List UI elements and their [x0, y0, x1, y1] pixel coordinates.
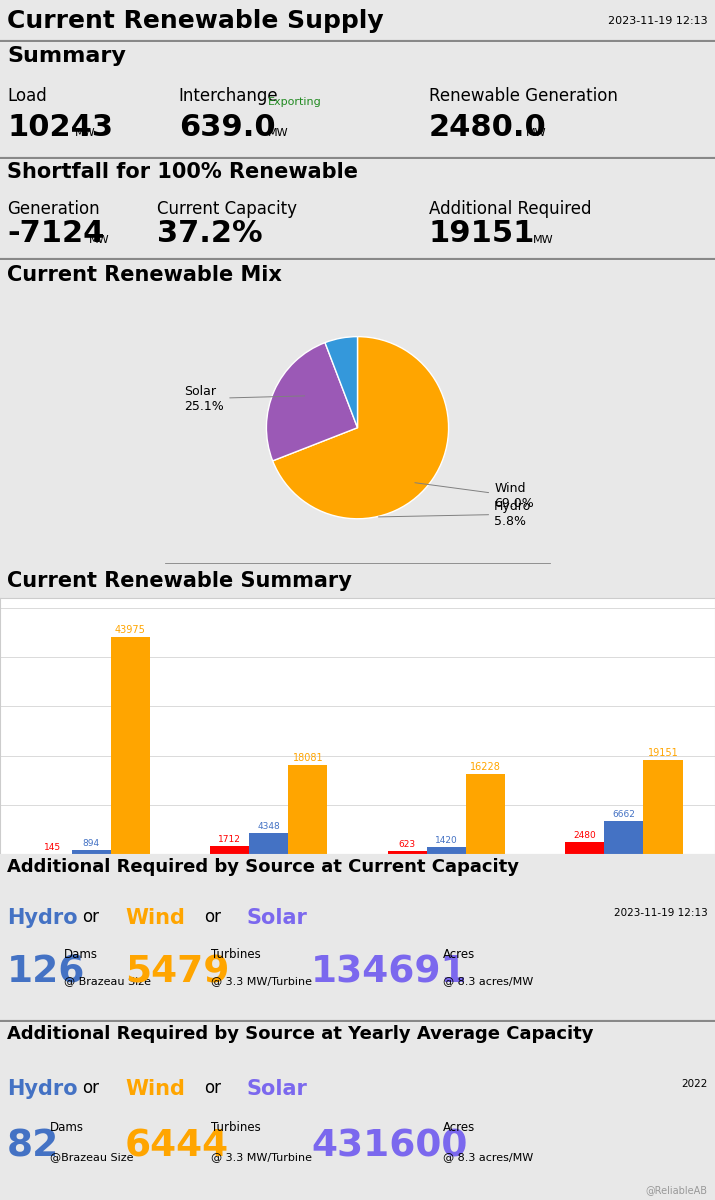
Text: Hydro: Hydro: [7, 908, 78, 928]
Text: or: or: [82, 908, 99, 926]
Text: 43975: 43975: [114, 625, 146, 635]
Text: @ 3.3 MW/Turbine: @ 3.3 MW/Turbine: [211, 977, 312, 986]
Text: or: or: [204, 908, 221, 926]
Text: 134691: 134691: [311, 955, 468, 991]
Text: 5479: 5479: [125, 955, 230, 991]
Text: Current Capacity: Current Capacity: [157, 199, 297, 217]
Text: 623: 623: [399, 840, 416, 850]
Wedge shape: [272, 337, 448, 518]
Text: 82: 82: [7, 1129, 59, 1165]
Text: 639.0: 639.0: [179, 113, 275, 142]
Text: @ Brazeau Size: @ Brazeau Size: [64, 977, 152, 986]
Bar: [249, 833, 288, 854]
Text: 2480: 2480: [573, 832, 596, 840]
Text: 2022: 2022: [681, 1079, 708, 1088]
Text: Current Renewable Supply: Current Renewable Supply: [7, 10, 384, 34]
Text: MW: MW: [268, 128, 289, 138]
Text: 4348: 4348: [257, 822, 280, 830]
Text: Load: Load: [7, 86, 47, 104]
Text: Dams: Dams: [64, 948, 99, 961]
Wedge shape: [267, 343, 358, 461]
Bar: [288, 766, 327, 854]
Text: 2023-11-19 12:13: 2023-11-19 12:13: [614, 908, 708, 918]
Text: Wind: Wind: [125, 908, 185, 928]
Text: MW: MW: [533, 235, 553, 245]
Text: Wind
69.0%: Wind 69.0%: [415, 482, 534, 510]
Text: Additional Required: Additional Required: [429, 199, 591, 217]
Text: 1712: 1712: [218, 835, 241, 844]
Text: Solar
25.1%: Solar 25.1%: [184, 384, 305, 413]
Text: 6444: 6444: [125, 1129, 230, 1165]
Text: Renewable Generation: Renewable Generation: [429, 86, 618, 104]
Text: @Brazeau Size: @Brazeau Size: [50, 1152, 134, 1162]
Bar: [604, 822, 644, 854]
Text: Interchange: Interchange: [179, 86, 278, 104]
Text: Summary: Summary: [7, 46, 126, 66]
Text: 431600: 431600: [311, 1129, 468, 1165]
Text: or: or: [82, 1079, 99, 1097]
Bar: [427, 847, 466, 854]
Text: MW: MW: [75, 128, 96, 138]
Text: 894: 894: [82, 839, 99, 848]
Text: MW: MW: [89, 235, 110, 245]
Text: MW: MW: [526, 128, 546, 138]
Text: Acres: Acres: [443, 1122, 475, 1134]
Text: Solar: Solar: [247, 908, 307, 928]
Text: 126: 126: [7, 955, 86, 991]
Text: Solar: Solar: [247, 1079, 307, 1099]
Bar: [111, 637, 149, 854]
Text: @ 8.3 acres/MW: @ 8.3 acres/MW: [443, 977, 533, 986]
Text: -7124: -7124: [7, 218, 104, 248]
Text: Current Renewable Mix: Current Renewable Mix: [7, 265, 282, 286]
Wedge shape: [325, 337, 358, 427]
Text: Shortfall for 100% Renewable: Shortfall for 100% Renewable: [7, 162, 358, 182]
Text: Current Renewable Summary: Current Renewable Summary: [7, 571, 352, 592]
Text: @ 3.3 MW/Turbine: @ 3.3 MW/Turbine: [211, 1152, 312, 1162]
Text: 2023-11-19 12:13: 2023-11-19 12:13: [608, 16, 708, 26]
Text: 2480.0: 2480.0: [429, 113, 547, 142]
Text: 16228: 16228: [470, 762, 500, 773]
Text: @ReliableAB: @ReliableAB: [646, 1184, 708, 1195]
Text: 145: 145: [44, 842, 61, 852]
Legend: Current Generation, Name Plate Capacity, Additional Required: Current Generation, Name Plate Capacity,…: [132, 887, 583, 906]
Bar: [566, 842, 604, 854]
Text: Acres: Acres: [443, 948, 475, 961]
Text: Wind: Wind: [125, 1079, 185, 1099]
Text: Exporting: Exporting: [268, 97, 322, 107]
Bar: [72, 850, 111, 854]
Text: Turbines: Turbines: [211, 948, 261, 961]
Bar: [210, 846, 249, 854]
Text: 19151: 19151: [648, 748, 679, 758]
Text: Generation: Generation: [7, 199, 100, 217]
Text: @ 8.3 acres/MW: @ 8.3 acres/MW: [443, 1152, 533, 1162]
Text: Dams: Dams: [50, 1122, 84, 1134]
Text: 37.2%: 37.2%: [157, 218, 263, 248]
Text: 6662: 6662: [613, 810, 636, 820]
Bar: [644, 760, 683, 854]
Text: Additional Required by Source at Current Capacity: Additional Required by Source at Current…: [7, 858, 519, 876]
Bar: [388, 851, 427, 854]
Text: 18081: 18081: [292, 754, 323, 763]
Text: Hydro: Hydro: [7, 1079, 78, 1099]
Text: Turbines: Turbines: [211, 1122, 261, 1134]
Text: 10243: 10243: [7, 113, 113, 142]
Text: 1420: 1420: [435, 836, 458, 845]
Bar: [466, 774, 505, 854]
Text: 19151: 19151: [429, 218, 536, 248]
Text: Additional Required by Source at Yearly Average Capacity: Additional Required by Source at Yearly …: [7, 1025, 593, 1043]
Text: Hydro
5.8%: Hydro 5.8%: [378, 500, 531, 528]
Text: or: or: [204, 1079, 221, 1097]
